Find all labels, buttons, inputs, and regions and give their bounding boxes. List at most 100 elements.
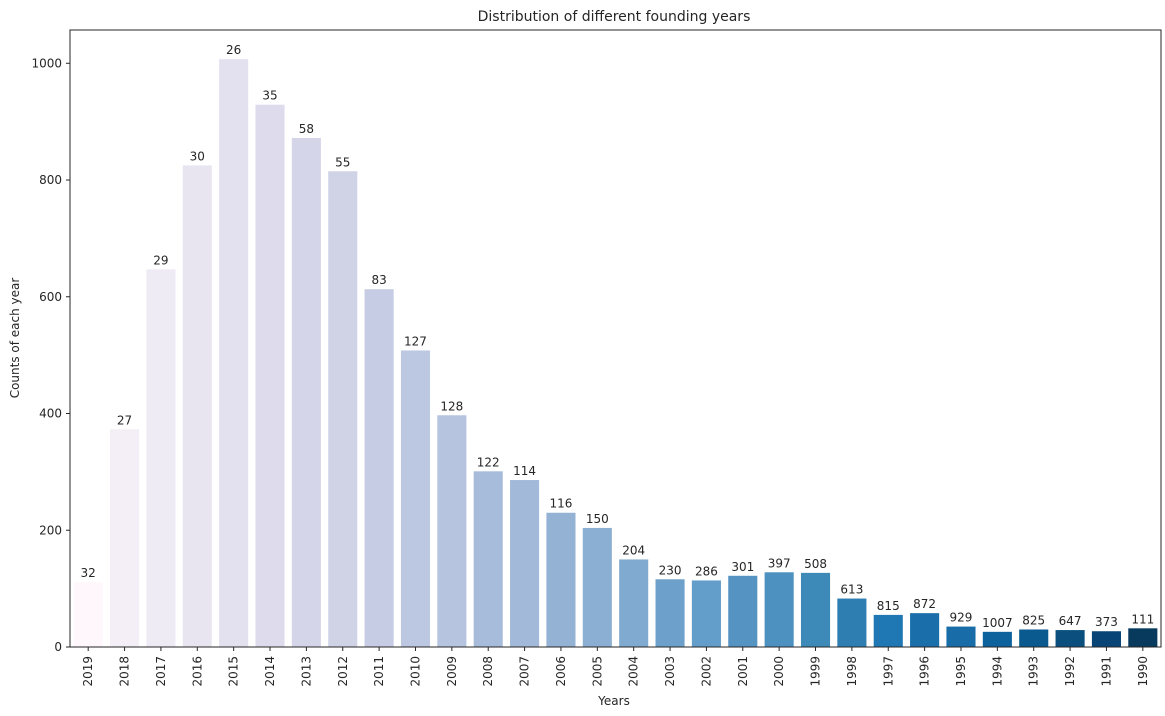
bar-data-label: 114	[513, 464, 536, 478]
bar-2003	[655, 579, 685, 647]
x-tick-label: 2019	[81, 656, 95, 687]
x-tick-label: 1999	[809, 656, 823, 687]
x-tick-label: 1995	[954, 656, 968, 687]
x-tick-label: 1991	[1099, 656, 1113, 687]
bar-data-label: 230	[659, 563, 682, 577]
bar-2001	[728, 575, 758, 647]
bar-2000	[764, 572, 794, 647]
bar-data-label: 116	[549, 497, 572, 511]
bar-data-label: 286	[695, 564, 718, 578]
y-tick-label: 0	[54, 640, 62, 654]
bar-data-label: 204	[622, 543, 645, 557]
x-tick-label: 1998	[845, 656, 859, 687]
bar-data-label: 647	[1059, 614, 1082, 628]
y-tick-label: 200	[39, 523, 62, 537]
x-tick-label: 2006	[554, 656, 568, 687]
bar-2018	[110, 429, 140, 647]
y-tick-label: 800	[39, 173, 62, 187]
bar-data-label: 35	[262, 89, 277, 103]
bar-2017	[146, 269, 176, 647]
bar-2004	[619, 559, 649, 647]
x-axis: 2019 2018 2017 2016 2015 2014 2013 2012 2011 2010…	[81, 647, 1150, 687]
y-axis: 0 200 400 600 800 1000	[31, 56, 70, 654]
x-tick-label: 2009	[445, 656, 459, 687]
bar-data-label: 508	[804, 557, 827, 571]
bar-data-label: 825	[1022, 613, 1045, 627]
bar-data-label: 26	[226, 43, 241, 57]
x-tick-label: 1992	[1063, 656, 1077, 687]
bar-2015	[219, 59, 249, 647]
bar-data-label: 58	[299, 122, 314, 136]
bar-1996	[910, 613, 940, 647]
bar-data-label: 613	[840, 583, 863, 597]
bar-2013	[291, 137, 321, 647]
bar-1995	[946, 626, 976, 647]
bar-2016	[182, 165, 212, 647]
x-tick-label: 2013	[299, 656, 313, 687]
x-tick-label: 2011	[372, 656, 386, 687]
x-tick-label: 2005	[590, 656, 604, 687]
bar-labels-group: 32 27 29 30 26 35 58 55 83 127 128 122 114 116 150 204 2…	[81, 43, 1155, 630]
x-tick-label: 1997	[881, 656, 895, 687]
bar-1991	[1091, 631, 1121, 647]
x-tick-label: 2012	[336, 656, 350, 687]
bar-data-label: 397	[768, 556, 791, 570]
bar-2010	[400, 350, 431, 647]
x-tick-label: 2001	[736, 656, 750, 687]
x-tick-label: 2008	[481, 656, 495, 687]
y-tick-label: 1000	[31, 56, 62, 70]
bar-data-label: 929	[950, 611, 973, 625]
bar-1997	[873, 614, 903, 647]
bar-2009	[437, 415, 467, 647]
bar-data-label: 128	[440, 399, 463, 413]
bar-2008	[473, 471, 503, 647]
bar-1999	[800, 572, 831, 647]
y-tick-label: 400	[39, 407, 62, 421]
x-tick-label: 1996	[918, 656, 932, 687]
x-tick-label: 2003	[663, 656, 677, 687]
bar-data-label: 83	[371, 273, 386, 287]
bar-1994	[982, 631, 1012, 647]
bar-2005	[582, 527, 612, 647]
bar-data-label: 127	[404, 334, 427, 348]
bars-group	[73, 59, 1158, 648]
bar-2002	[691, 580, 721, 647]
bar-data-label: 122	[477, 455, 500, 469]
bar-data-label: 872	[913, 597, 936, 611]
chart-title: Distribution of different founding years	[478, 9, 751, 25]
x-tick-label: 1990	[1136, 656, 1150, 687]
x-tick-label: 2000	[772, 656, 786, 687]
bar-data-label: 55	[335, 155, 350, 169]
bar-data-label: 111	[1131, 612, 1154, 626]
x-tick-label: 2016	[190, 656, 204, 687]
bar-2012	[328, 171, 358, 647]
bar-data-label: 29	[153, 253, 168, 267]
x-tick-label: 2010	[408, 656, 422, 687]
bar-2006	[546, 512, 576, 647]
bar-data-label: 373	[1095, 615, 1118, 629]
x-tick-label: 2007	[518, 656, 532, 687]
bar-data-label: 1007	[982, 616, 1013, 630]
bar-2014	[255, 104, 285, 648]
x-tick-label: 2017	[154, 656, 168, 687]
x-tick-label: 2004	[627, 656, 641, 687]
x-tick-label: 1994	[990, 656, 1004, 687]
bar-data-label: 150	[586, 512, 609, 526]
bar-1998	[837, 598, 867, 647]
bar-data-label: 32	[81, 566, 96, 580]
bar-1993	[1019, 629, 1049, 647]
bar-1990	[1128, 628, 1158, 647]
bar-2011	[364, 289, 394, 647]
bar-2007	[510, 480, 540, 647]
bar-data-label: 301	[731, 560, 754, 574]
y-tick-label: 600	[39, 290, 62, 304]
bar-data-label: 27	[117, 413, 132, 427]
x-tick-label: 2002	[699, 656, 713, 687]
x-tick-label: 2018	[118, 656, 132, 687]
bar-data-label: 815	[877, 599, 900, 613]
x-axis-label: Years	[597, 694, 630, 708]
bar-data-label: 30	[190, 149, 205, 163]
x-tick-label: 1993	[1027, 656, 1041, 687]
plot-frame	[69, 29, 1162, 648]
